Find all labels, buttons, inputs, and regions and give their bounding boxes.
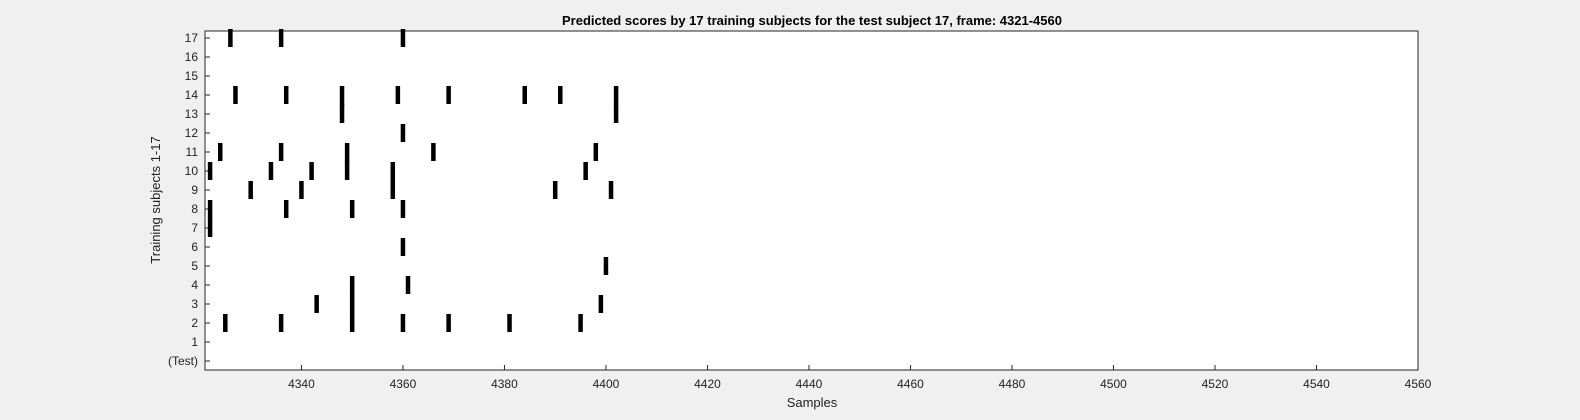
score-mark xyxy=(558,86,563,104)
y-tick-label: (Test) xyxy=(168,354,198,368)
score-mark xyxy=(400,124,406,142)
x-tick-label: 4520 xyxy=(1202,377,1229,391)
x-axis: 4340 4360 4380 4400 4420 4440 4460 4480 4500 4520… xyxy=(288,365,1432,391)
score-mark xyxy=(344,143,350,162)
x-tick-label: 4500 xyxy=(1100,377,1127,391)
y-tick-label: 5 xyxy=(191,259,198,273)
y-tick-label: 11 xyxy=(186,145,199,159)
y-tick-label: 14 xyxy=(185,88,199,102)
x-tick-label: 4460 xyxy=(897,377,924,391)
y-tick-label: 7 xyxy=(191,221,198,235)
y-tick-label: 3 xyxy=(191,297,198,311)
score-mark xyxy=(207,200,213,219)
score-mark xyxy=(608,181,614,199)
y-tick-label: 1 xyxy=(191,335,198,349)
score-mark xyxy=(248,181,253,199)
score-mark xyxy=(339,104,345,123)
score-mark xyxy=(207,218,213,237)
score-mark xyxy=(400,238,406,256)
y-tick-label: 12 xyxy=(185,126,199,140)
y-tick-label: 4 xyxy=(191,278,198,292)
score-mark xyxy=(349,294,355,314)
score-mark xyxy=(583,162,588,180)
y-tick-label: 8 xyxy=(191,202,198,216)
score-mark xyxy=(593,143,599,161)
score-mark xyxy=(223,314,228,332)
score-mark xyxy=(446,86,451,104)
chart-title: Predicted scores by 17 training subjects… xyxy=(562,13,1062,28)
score-mark xyxy=(349,276,355,295)
score-mark xyxy=(431,143,436,161)
score-mark xyxy=(390,162,396,181)
plot-area xyxy=(204,30,1419,371)
x-tick-label: 4540 xyxy=(1303,377,1330,391)
score-mark xyxy=(522,86,527,104)
score-mark xyxy=(507,314,512,332)
score-mark xyxy=(405,276,411,294)
score-mark xyxy=(217,143,223,161)
score-mark xyxy=(400,314,406,332)
score-mark xyxy=(603,257,609,275)
score-mark xyxy=(349,313,355,332)
score-mark xyxy=(400,200,406,218)
x-tick-label: 4360 xyxy=(390,377,417,391)
score-mark xyxy=(613,86,619,105)
score-mark xyxy=(278,29,284,47)
score-mark xyxy=(613,104,619,123)
x-tick-label: 4380 xyxy=(491,377,518,391)
score-mark xyxy=(268,162,274,180)
y-tick-label: 9 xyxy=(191,183,198,197)
score-mark xyxy=(552,181,558,199)
y-tick-label: 13 xyxy=(185,107,199,121)
score-mark xyxy=(228,29,233,47)
y-tick-label: 6 xyxy=(191,240,198,254)
score-mark xyxy=(233,86,238,104)
score-mark xyxy=(578,314,583,332)
x-tick-label: 4400 xyxy=(593,377,620,391)
score-mark xyxy=(446,314,451,332)
y-tick-label: 10 xyxy=(185,164,199,178)
score-mark xyxy=(349,200,355,218)
score-mark xyxy=(339,86,345,105)
score-mark xyxy=(598,295,604,313)
y-tick-label: 17 xyxy=(185,31,199,45)
score-mark xyxy=(390,180,396,199)
score-mark xyxy=(400,29,406,47)
score-mark xyxy=(278,314,284,332)
x-tick-label: 4340 xyxy=(288,377,315,391)
x-tick-label: 4420 xyxy=(694,377,721,391)
y-tick-label: 16 xyxy=(185,50,199,64)
y-tick-label: 2 xyxy=(191,316,198,330)
x-tick-label: 4440 xyxy=(796,377,823,391)
x-tick-label: 4480 xyxy=(999,377,1026,391)
data-marks xyxy=(207,29,619,332)
x-axis-label: Samples xyxy=(787,395,838,410)
x-tick-label: 4560 xyxy=(1405,377,1432,391)
score-mark xyxy=(309,162,314,180)
y-tick-label: 15 xyxy=(185,69,199,83)
score-mark xyxy=(278,143,284,161)
score-mark xyxy=(283,86,289,104)
y-axis-label: Training subjects 1-17 xyxy=(148,136,163,263)
score-mark xyxy=(299,181,304,199)
score-mark xyxy=(395,86,401,104)
score-mark xyxy=(314,295,319,313)
score-mark xyxy=(283,200,289,218)
score-mark xyxy=(344,161,350,180)
score-mark xyxy=(207,162,213,180)
